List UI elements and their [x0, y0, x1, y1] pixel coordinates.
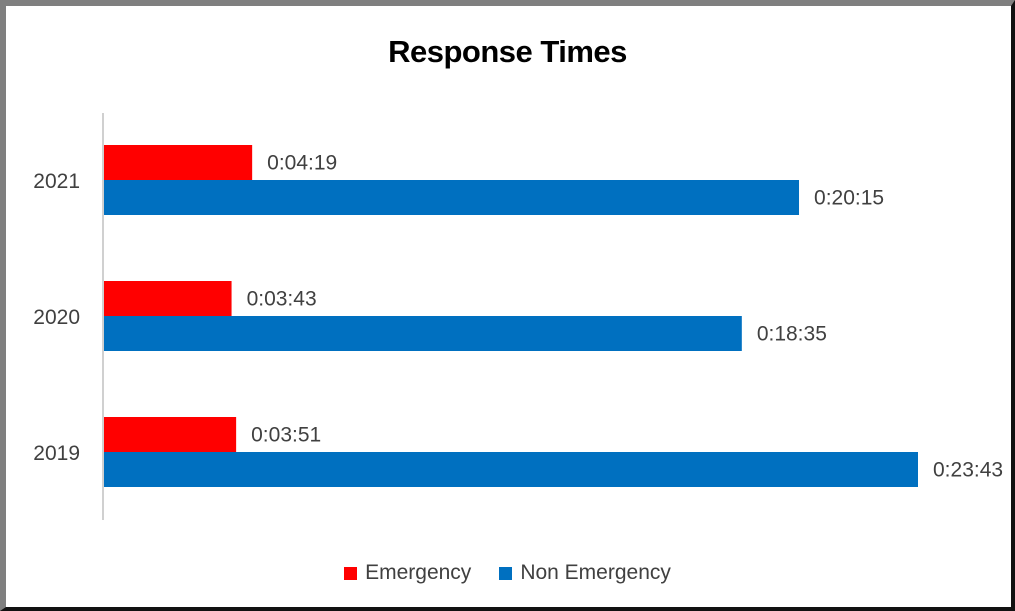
data-label-emergency-2019: 0:03:51 — [251, 424, 321, 447]
legend-swatch-non-emergency — [499, 566, 513, 580]
legend-label-emergency: Emergency — [365, 561, 472, 584]
bar-non-emergency-2021 — [104, 180, 800, 215]
legend: Emergency Non Emergency — [0, 561, 1015, 585]
data-label-emergency-2021: 0:04:19 — [267, 152, 337, 175]
data-label-emergency-2020: 0:03:43 — [247, 288, 317, 311]
legend-label-non-emergency: Non Emergency — [520, 561, 671, 584]
data-label-non-emergency-2021: 0:20:15 — [814, 187, 884, 210]
data-label-non-emergency-2019: 0:23:43 — [933, 459, 1003, 482]
legend-item-emergency: Emergency — [344, 561, 471, 585]
bar-non-emergency-2019 — [104, 452, 918, 487]
category-label-2021: 2021 — [33, 170, 80, 193]
legend-swatch-emergency — [344, 566, 358, 580]
data-label-non-emergency-2020: 0:18:35 — [757, 323, 827, 346]
bar-emergency-2021 — [104, 145, 253, 180]
bar-emergency-2020 — [104, 281, 232, 316]
category-label-2019: 2019 — [33, 442, 80, 465]
bar-emergency-2019 — [104, 417, 237, 452]
chart-title: Response Times — [388, 34, 627, 69]
legend-item-non-emergency: Non Emergency — [499, 561, 671, 585]
bar-non-emergency-2020 — [104, 316, 742, 351]
category-label-2020: 2020 — [33, 306, 80, 329]
